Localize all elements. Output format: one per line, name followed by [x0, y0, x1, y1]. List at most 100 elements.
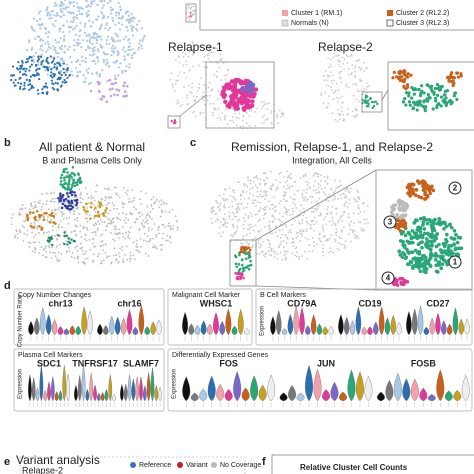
dot — [404, 91, 409, 95]
dot — [87, 9, 90, 13]
dot — [82, 81, 85, 84]
dot — [329, 247, 332, 250]
dot — [164, 226, 166, 229]
dot — [445, 232, 449, 237]
dot — [216, 206, 219, 208]
dot — [79, 21, 82, 24]
dot — [257, 220, 260, 223]
dot — [323, 187, 326, 189]
dot — [200, 77, 202, 80]
dot — [283, 175, 285, 178]
dot — [73, 257, 76, 259]
dot — [24, 61, 28, 64]
dot — [34, 37, 37, 40]
dot — [347, 216, 350, 218]
dot — [41, 88, 44, 91]
dot — [86, 217, 89, 220]
dot — [91, 49, 95, 53]
dot — [102, 259, 105, 262]
dot — [190, 92, 193, 94]
dot — [14, 84, 17, 87]
dot — [401, 239, 405, 244]
dot — [419, 195, 424, 200]
panel-title: B Cell Markers — [260, 292, 306, 299]
dot — [55, 197, 58, 200]
dot — [273, 256, 276, 259]
violin — [132, 326, 139, 336]
dot — [63, 234, 66, 238]
dot — [279, 251, 282, 254]
dot — [294, 203, 297, 206]
dot — [290, 231, 293, 234]
dot — [82, 226, 84, 228]
dot — [99, 245, 102, 248]
dot — [140, 203, 143, 205]
dot — [247, 176, 249, 179]
dot — [72, 16, 75, 19]
dot — [314, 208, 317, 210]
dot — [292, 198, 295, 201]
dot — [96, 210, 100, 214]
dot — [364, 222, 367, 225]
dot — [248, 109, 251, 112]
dot — [224, 221, 227, 224]
dot — [334, 223, 337, 225]
dot — [219, 202, 222, 204]
dot — [348, 198, 351, 201]
violin — [126, 308, 133, 336]
dot — [47, 208, 50, 211]
dot — [434, 254, 439, 258]
panel-letter: b — [4, 137, 11, 149]
dot — [104, 199, 106, 202]
dot — [242, 217, 245, 220]
dot — [330, 211, 333, 213]
dot — [11, 65, 15, 68]
dot — [401, 70, 405, 74]
dot — [28, 69, 31, 72]
dot — [57, 52, 60, 55]
dot — [52, 57, 56, 60]
dot — [45, 200, 48, 202]
dot — [213, 107, 216, 109]
dot — [399, 232, 404, 236]
dot — [413, 102, 417, 106]
dot — [174, 59, 177, 62]
dot — [99, 218, 102, 221]
dot — [191, 53, 194, 56]
dot — [259, 243, 262, 246]
dot — [19, 67, 22, 70]
panel-box — [13, 348, 165, 412]
dot — [246, 202, 249, 205]
dot — [327, 95, 330, 98]
dot — [236, 227, 239, 229]
dot — [274, 209, 276, 212]
dot — [82, 205, 86, 209]
dot — [36, 89, 39, 92]
dot — [429, 256, 433, 260]
dot — [251, 246, 253, 249]
dot — [121, 245, 124, 248]
dot — [259, 178, 262, 181]
violin — [81, 306, 87, 336]
dot — [67, 25, 70, 29]
violin — [441, 320, 447, 336]
dot — [32, 241, 35, 244]
dot — [18, 212, 21, 214]
dot — [55, 41, 58, 44]
dot — [334, 240, 337, 243]
dot — [76, 206, 79, 209]
dot — [155, 247, 158, 250]
dot — [282, 113, 285, 115]
panel-title: Differentially Expressed Genes — [172, 352, 268, 359]
dot — [96, 55, 99, 59]
dot — [281, 233, 284, 236]
dot — [295, 236, 298, 239]
violin — [77, 375, 82, 402]
dot — [442, 258, 447, 263]
dot — [132, 254, 135, 257]
dot — [228, 216, 231, 219]
dot — [231, 211, 234, 214]
dot — [50, 61, 53, 64]
dot — [234, 91, 239, 96]
dot — [317, 175, 319, 178]
